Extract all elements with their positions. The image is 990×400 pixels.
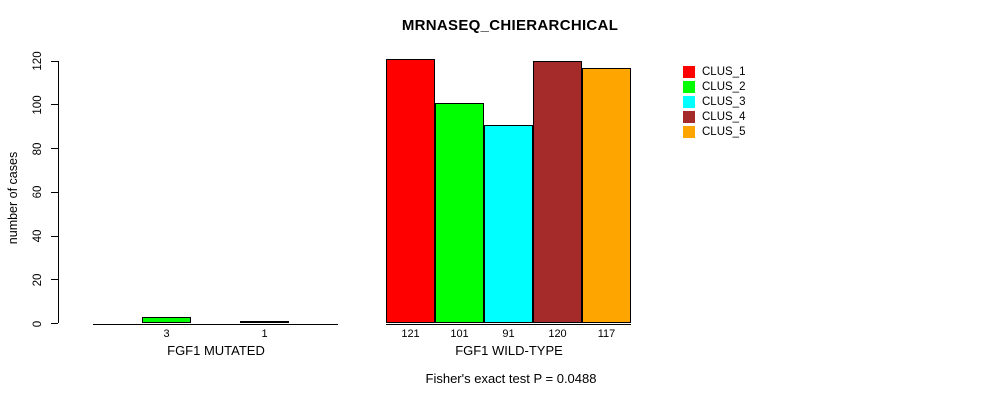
bar-clus_2	[435, 102, 484, 324]
y-tick-label: 20	[32, 273, 44, 287]
chart-title: MRNASEQ_CHIERARCHICAL	[401, 17, 619, 34]
legend-label-clus_5: CLUS_5	[702, 125, 746, 138]
legend: CLUS_1 CLUS_2 CLUS_3 CLUS_4 CLUS_5	[683, 64, 745, 139]
bar-value-label: 91	[502, 327, 515, 340]
y-tick-label: 60	[32, 185, 44, 199]
y-tick-mark	[51, 279, 58, 281]
bar-clus_4	[533, 61, 582, 324]
y-tick-label: 80	[32, 142, 44, 156]
y-tick-label: 120	[32, 51, 44, 71]
bar-value-label: 3	[163, 327, 170, 340]
legend-row-clus_1: CLUS_1	[683, 64, 745, 79]
bar-value-label: 1	[261, 327, 268, 340]
legend-row-clus_3: CLUS_3	[683, 94, 745, 109]
legend-label-clus_4: CLUS_4	[702, 110, 746, 123]
bar-clus_1	[386, 59, 435, 324]
y-tick-mark	[51, 235, 58, 237]
y-tick-label: 40	[32, 229, 44, 243]
bar-clus_5	[582, 67, 631, 324]
bar-value-label: 120	[548, 327, 567, 340]
legend-row-clus_5: CLUS_5	[683, 124, 745, 139]
bar-clus_3	[484, 124, 533, 324]
bar-value-label: 117	[597, 327, 616, 340]
y-tick-label: 100	[32, 95, 44, 115]
bar-value-label: 101	[450, 327, 469, 340]
bar-clus_2	[142, 316, 191, 324]
legend-swatch-clus_3	[683, 95, 695, 108]
bar-value-label: 121	[401, 327, 420, 340]
y-tick-label: 0	[32, 320, 44, 327]
legend-label-clus_1: CLUS_1	[702, 65, 746, 78]
legend-row-clus_2: CLUS_2	[683, 79, 745, 94]
y-tick-mark	[51, 323, 58, 324]
group-label-fgf1-mutated: FGF1 MUTATED	[167, 343, 265, 358]
y-tick-mark	[51, 191, 58, 193]
legend-label-clus_2: CLUS_2	[702, 80, 746, 93]
bar-clus_4	[240, 321, 289, 324]
group-baseline	[386, 323, 631, 325]
y-tick-mark	[51, 60, 58, 62]
y-axis-title: number of cases	[6, 151, 20, 245]
legend-swatch-clus_1	[683, 65, 695, 78]
legend-label-clus_3: CLUS_3	[702, 95, 746, 108]
group-label-fgf1-wild-type: FGF1 WILD-TYPE	[455, 343, 563, 358]
legend-swatch-clus_2	[683, 80, 695, 93]
legend-swatch-clus_4	[683, 110, 695, 123]
y-axis-line	[58, 61, 59, 324]
y-tick-mark	[51, 148, 58, 150]
legend-row-clus_4: CLUS_4	[683, 109, 745, 124]
group-baseline	[93, 323, 338, 325]
fisher-test-annotation: Fisher's exact test P = 0.0488	[425, 371, 597, 386]
legend-swatch-clus_5	[683, 125, 695, 138]
y-tick-mark	[51, 104, 58, 106]
